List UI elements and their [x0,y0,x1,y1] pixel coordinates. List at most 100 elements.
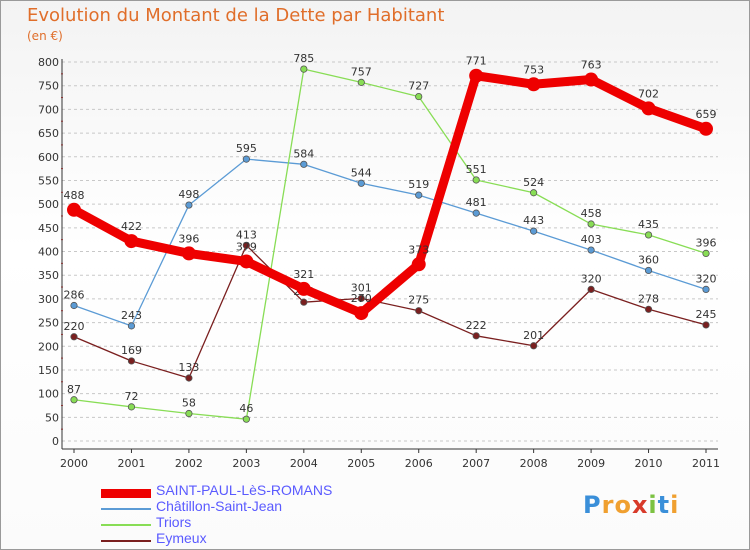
data-label: 584 [293,147,314,160]
y-tick-label: 700 [38,103,59,116]
data-label: 396 [696,236,717,249]
data-point [587,285,595,293]
data-label: 498 [178,188,199,201]
data-point [469,68,484,83]
data-label: 757 [351,65,372,78]
x-tick-label: 2003 [232,457,260,470]
data-label: 519 [408,178,429,191]
data-point [584,72,599,87]
data-point [702,285,710,293]
legend-swatch [101,540,151,542]
data-label: 169 [121,344,142,357]
data-point [296,281,311,296]
data-point [641,101,656,116]
series-line [73,68,707,420]
data-label: 763 [581,59,602,72]
data-point [702,321,710,329]
data-label: 286 [64,289,85,302]
x-tick-label: 2011 [692,457,720,470]
data-label: 220 [64,320,85,333]
y-tick-label: 150 [38,364,59,377]
data-point [411,257,426,272]
data-point [357,294,365,303]
data-point [644,305,653,313]
data-point [415,92,423,101]
data-point [242,155,250,163]
data-label: 270 [351,292,372,305]
data-label: 488 [64,189,85,202]
data-point [124,234,139,249]
data-label: 243 [121,309,142,322]
data-point [70,396,78,404]
data-point [127,322,136,330]
legend-swatch [101,524,151,526]
data-point [242,241,250,249]
x-tick-label: 2004 [290,457,318,470]
data-label: 201 [523,329,544,342]
data-label: 87 [67,383,81,396]
data-label: 481 [466,196,487,209]
data-point [242,415,250,423]
data-label: 403 [581,233,602,246]
y-tick-label: 200 [38,340,59,353]
data-point [530,189,538,197]
data-point [70,333,78,341]
data-label: 301 [351,281,372,294]
data-point [587,246,595,254]
data-point [644,266,653,275]
data-label: 360 [638,253,659,266]
data-point [357,179,365,187]
series-line [69,71,711,318]
legend-label: Triors [156,514,192,530]
data-point [415,191,423,199]
y-tick-label: 50 [45,411,59,424]
data-label: 544 [351,166,372,179]
data-label: 753 [523,63,544,76]
data-label: 727 [408,80,429,93]
data-label: 771 [466,55,487,68]
data-label: 46 [239,402,253,415]
y-tick-label: 450 [38,222,59,235]
data-label: 320 [696,272,717,285]
x-tick-label: 2001 [117,457,145,470]
y-tick-label: 100 [38,388,59,401]
data-point [530,227,538,235]
data-point [185,374,193,382]
series-line [73,158,707,327]
data-label: 133 [178,361,199,374]
x-tick-label: 2005 [347,457,375,470]
legend-swatch [101,488,151,498]
data-point [127,357,136,365]
y-tick-label: 500 [38,198,59,211]
data-point [644,231,653,239]
data-label: 245 [696,308,717,321]
y-tick-label: 0 [52,435,59,448]
data-point [300,298,308,306]
data-label: 458 [581,207,602,220]
data-label: 396 [178,232,199,245]
data-point [181,246,196,261]
y-tick-label: 350 [38,269,59,282]
x-tick-label: 2009 [577,457,605,470]
data-point [702,249,710,257]
data-label: 320 [581,272,602,285]
data-point [354,306,369,321]
data-point [239,254,254,269]
data-label: 659 [696,108,717,121]
data-point [70,301,78,310]
data-point [415,307,423,315]
x-tick-label: 2007 [462,457,490,470]
y-tick-label: 300 [38,293,59,306]
data-label: 422 [121,220,142,233]
data-point [472,209,480,217]
y-tick-label: 600 [38,151,59,164]
data-point [185,409,193,418]
data-point [472,332,480,340]
data-label: 58 [182,397,196,410]
x-tick-label: 2002 [175,457,203,470]
data-label: 524 [523,176,544,189]
data-point [530,342,538,350]
data-label: 702 [638,87,659,100]
